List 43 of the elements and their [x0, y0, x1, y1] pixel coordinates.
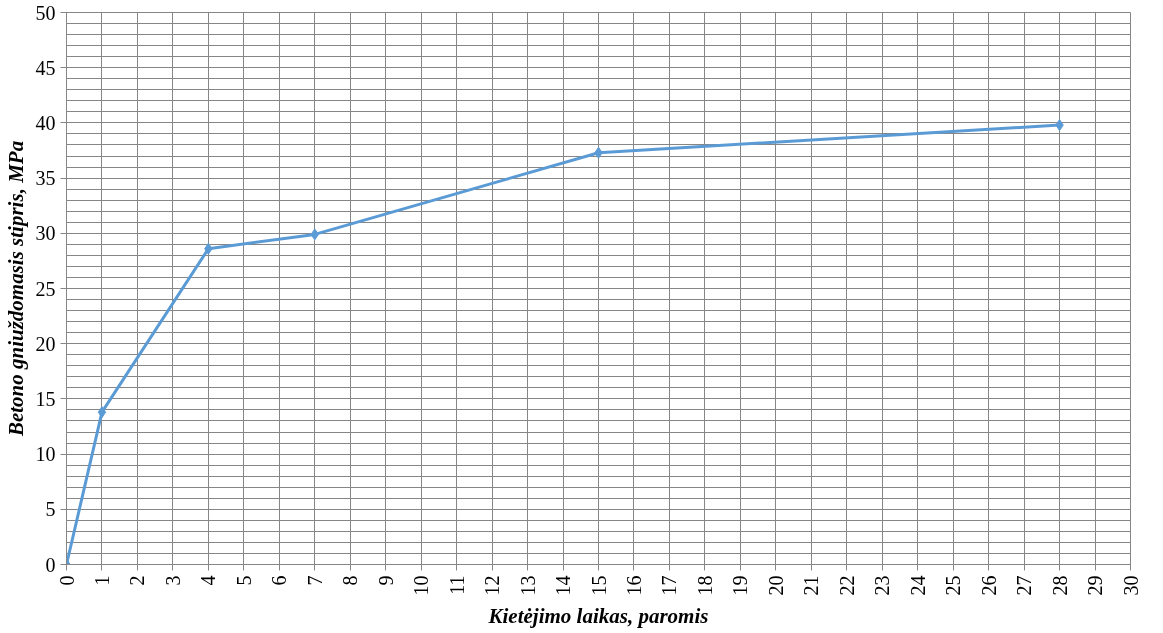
y-tick-label: 15 — [35, 387, 56, 410]
x-tick-label: 29 — [1084, 575, 1107, 596]
y-tick-label: 25 — [35, 277, 56, 300]
x-tick-label: 9 — [374, 575, 397, 586]
x-tick-label: 8 — [339, 575, 362, 586]
y-tick-label: 45 — [35, 56, 56, 79]
x-tick-label: 0 — [55, 575, 78, 586]
x-tick-label: 15 — [587, 575, 610, 596]
x-tick-label: 28 — [1048, 575, 1071, 596]
y-tick-label: 10 — [35, 443, 56, 466]
x-tick-label: 11 — [445, 575, 468, 595]
x-tick-label: 18 — [693, 575, 716, 596]
x-tick-label: 10 — [410, 575, 433, 596]
x-tick-label: 21 — [800, 575, 823, 596]
x-tick-label: 1 — [90, 575, 113, 586]
x-tick-label: 16 — [622, 575, 645, 596]
y-tick-label: 40 — [35, 111, 56, 134]
x-tick-label: 12 — [481, 575, 504, 596]
x-tick-label: 4 — [197, 575, 220, 586]
x-tick-label: 13 — [516, 575, 539, 596]
x-tick-label: 30 — [1119, 575, 1142, 596]
x-tick-label: 20 — [764, 575, 787, 596]
x-axis-title: Kietėjimo laikas, paromis — [487, 603, 709, 628]
x-tick-label: 22 — [835, 575, 858, 596]
x-tick-label: 26 — [977, 575, 1000, 596]
x-tick-label: 27 — [1013, 575, 1036, 596]
x-tick-label: 25 — [942, 575, 965, 596]
y-tick-label: 50 — [35, 1, 56, 24]
x-tick-label: 6 — [268, 575, 291, 586]
x-tick-label: 23 — [871, 575, 894, 596]
x-tick-label: 3 — [161, 575, 184, 586]
x-tick-label: 2 — [126, 575, 149, 586]
y-tick-label: 20 — [35, 332, 56, 355]
y-tick-label: 5 — [45, 498, 56, 521]
x-tick-label: 24 — [906, 575, 929, 596]
x-tick-label: 7 — [303, 575, 326, 586]
x-tick-label: 5 — [232, 575, 255, 586]
x-tick-label: 14 — [552, 575, 575, 596]
x-tick-label: 17 — [658, 575, 681, 596]
y-axis-title: Betono gniuždomasis stipris, MPa — [3, 140, 28, 438]
y-tick-label: 30 — [35, 222, 56, 245]
y-tick-label: 35 — [35, 167, 56, 190]
x-tick-label: 19 — [729, 575, 752, 596]
